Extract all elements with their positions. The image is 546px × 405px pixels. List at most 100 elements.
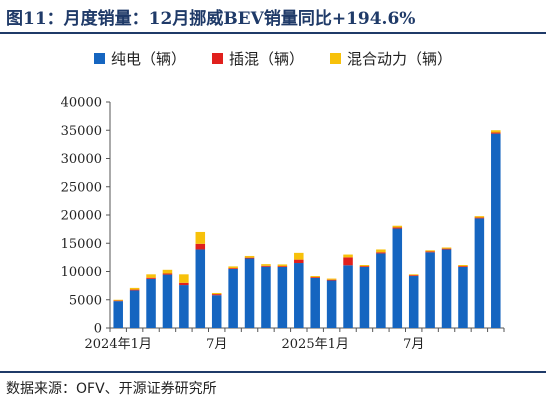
bar-segment (228, 268, 238, 328)
legend-swatch-hev (330, 53, 341, 64)
bar-segment (277, 264, 288, 267)
bar-segment (376, 253, 386, 328)
bar-segment (162, 269, 173, 274)
y-tick-label: 25000 (61, 180, 102, 195)
bar-segment (294, 259, 304, 264)
bar-segment (376, 252, 386, 254)
bar-segment (162, 273, 173, 275)
bar-segment (326, 280, 337, 328)
chart-legend: 纯电（辆） 插混（辆） 混合动力（辆） (0, 48, 546, 69)
bar-segment (343, 254, 353, 258)
bar-segment (474, 216, 485, 218)
source-note: 数据来源：OFV、开源证券研究所 (6, 381, 217, 397)
legend-label-hev: 混合动力（辆） (347, 50, 453, 68)
bar-segment (408, 274, 419, 276)
legend-label-bev: 纯电（辆） (110, 50, 186, 68)
bar-segment (228, 266, 238, 269)
bar-segment (359, 266, 370, 267)
bar-segment (343, 257, 353, 266)
bar-segment (113, 300, 123, 302)
bar-segment (211, 295, 222, 328)
bottom-rule (0, 371, 546, 373)
y-tick-label: 40000 (61, 96, 102, 111)
bar-segment (458, 266, 468, 328)
bar-segment (310, 276, 320, 278)
legend-label-phev: 插混（辆） (228, 50, 304, 68)
y-tick-label: 0 (94, 322, 102, 337)
bar-segment (474, 217, 485, 219)
x-tick-label: 2025年1月 (282, 337, 349, 352)
bar-segment (326, 279, 337, 281)
bar-segment (392, 227, 403, 229)
y-tick-label: 5000 (69, 293, 102, 308)
bar-segment (195, 249, 206, 328)
bar-segment (277, 266, 288, 328)
figure-title: 图11：月度销量：12月挪威BEV销量同比+194.6% (6, 9, 416, 29)
bar-segment (294, 252, 304, 260)
bar-segment (441, 249, 452, 328)
legend-item-hev: 混合动力（辆） (330, 48, 452, 69)
y-tick-label: 10000 (61, 265, 102, 280)
bar-segment (179, 274, 189, 283)
bar-segment (179, 282, 189, 286)
legend-item-bev: 纯电（辆） (93, 48, 186, 69)
bar-segment (129, 289, 140, 291)
bar-segment (261, 266, 271, 328)
bar-segment (474, 218, 485, 328)
stacked-bar-chart: 0 5000 10000 15000 20000 25000 30000 35000 40000… (61, 96, 505, 352)
bar-segment (359, 265, 370, 267)
bar-segment (211, 292, 222, 295)
bar-segment (146, 278, 156, 328)
bar-segment (310, 277, 320, 278)
bar-segment (343, 265, 353, 328)
bar-segment (261, 265, 271, 267)
bar-segment (359, 266, 370, 328)
bar-segment (441, 247, 452, 249)
bar-segment (277, 266, 288, 267)
bar-segment (458, 266, 468, 267)
bar-segment (441, 248, 452, 250)
bar-segment (392, 228, 403, 328)
x-tick-label: 7月 (403, 337, 424, 352)
legend-item-phev: 插混（辆） (211, 48, 304, 69)
bar-segment (310, 277, 320, 328)
bar-segment (491, 133, 501, 328)
bar-segment (162, 274, 173, 328)
bar-segment (146, 274, 156, 278)
y-tick-label: 20000 (61, 209, 102, 224)
bar-segment (408, 275, 419, 277)
bar-segment (326, 278, 337, 280)
bar-segment (211, 294, 222, 296)
bar-segment (244, 255, 255, 258)
bar-segment (491, 132, 501, 134)
bar-segment (179, 285, 189, 328)
bar-segment (458, 265, 468, 267)
bar-segment (244, 257, 255, 259)
bar-segment (113, 301, 123, 328)
bar-segment (129, 287, 140, 290)
legend-swatch-phev (211, 53, 223, 64)
bar-segment (195, 243, 206, 250)
bar-segment (146, 277, 156, 279)
bar-segment (195, 231, 206, 244)
bar-segment (425, 251, 435, 253)
bar-segment (228, 268, 238, 269)
y-tick-label: 15000 (61, 237, 102, 252)
x-tick-label: 7月 (206, 337, 227, 352)
bar-segment (408, 276, 419, 328)
y-tick-label: 30000 (61, 152, 102, 167)
bar-segment (129, 290, 140, 328)
bar-segment (491, 130, 501, 133)
bar-segment (244, 258, 255, 328)
bar-segment (113, 299, 123, 301)
bar-segment (261, 264, 271, 266)
bar-segment (425, 250, 435, 252)
top-rule (0, 32, 546, 34)
bar-segment (294, 263, 304, 328)
x-tick-label: 2024年1月 (85, 337, 152, 352)
bar-segment (376, 249, 386, 253)
bar-segment (425, 252, 435, 328)
legend-swatch-bev (93, 53, 105, 64)
y-tick-label: 35000 (61, 124, 102, 139)
bar-segment (392, 225, 403, 228)
